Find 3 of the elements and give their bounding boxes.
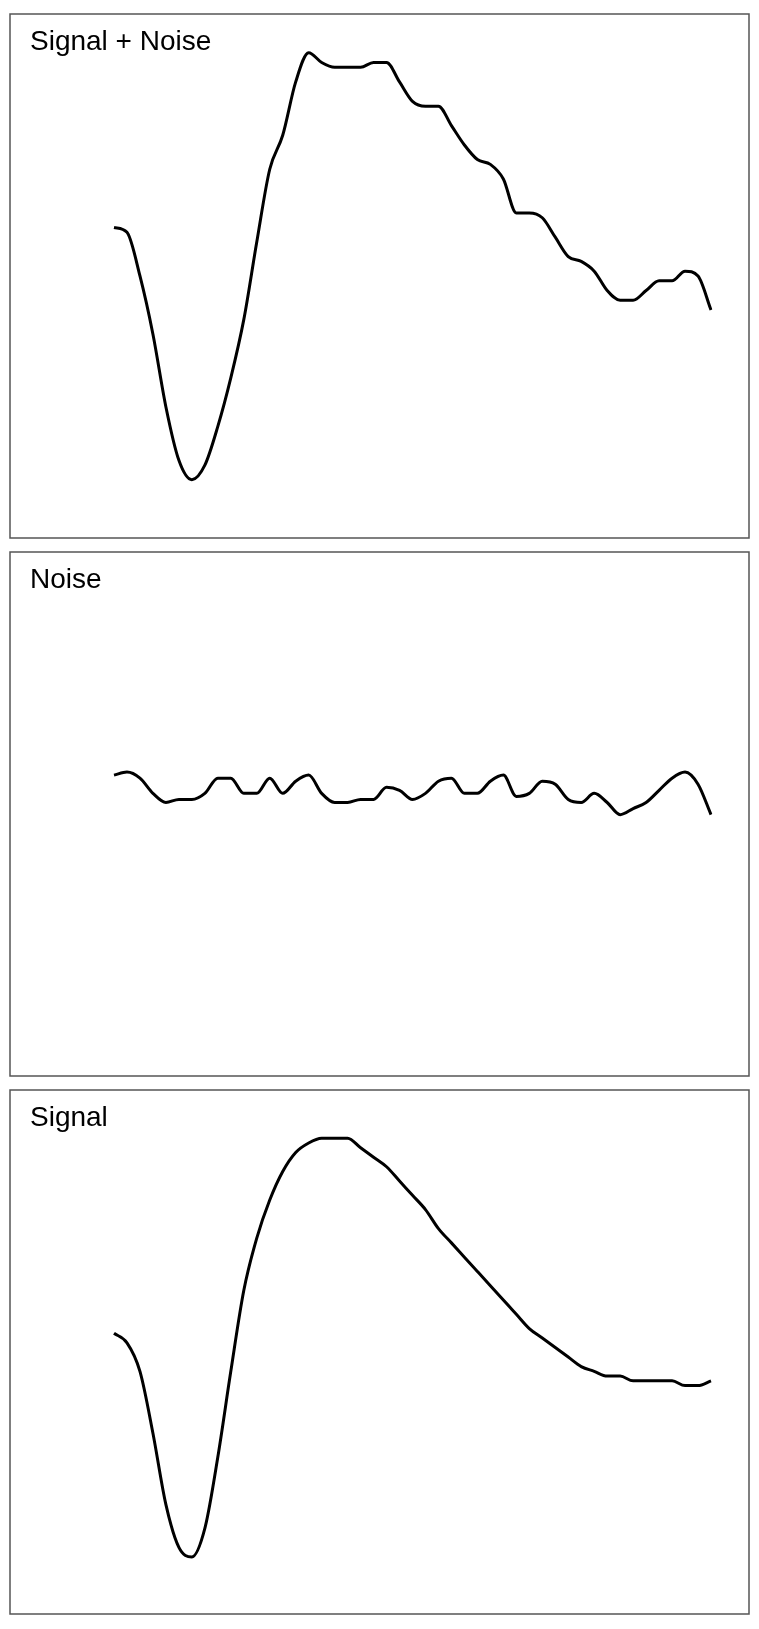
chart-title: Signal [30, 1100, 108, 1132]
chart-title: Signal + Noise [30, 24, 212, 56]
chart-title: Noise [30, 562, 102, 594]
